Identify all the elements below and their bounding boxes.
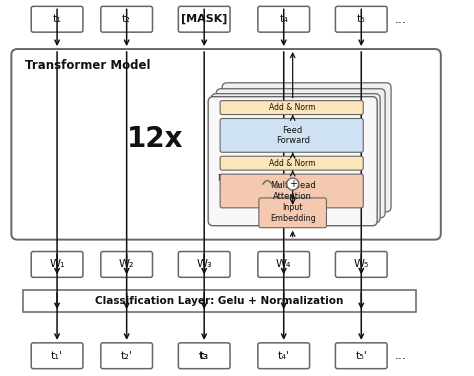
Text: t₅: t₅ [357, 14, 365, 24]
FancyBboxPatch shape [211, 94, 380, 223]
Text: Multi-Head
Attention: Multi-Head Attention [270, 181, 316, 201]
Bar [23, 290, 416, 312]
FancyBboxPatch shape [258, 343, 310, 368]
Text: [MASK]: [MASK] [181, 14, 228, 24]
Text: t₃: t₃ [199, 351, 209, 361]
FancyBboxPatch shape [220, 174, 363, 208]
FancyBboxPatch shape [258, 252, 310, 277]
Text: t₁: t₁ [53, 14, 62, 24]
Text: W₁: W₁ [49, 259, 65, 270]
FancyBboxPatch shape [216, 89, 385, 218]
FancyBboxPatch shape [336, 343, 387, 368]
Text: Positional
Encoding: Positional Encoding [218, 174, 261, 194]
Text: t₅': t₅' [356, 351, 367, 361]
Text: W₅: W₅ [354, 259, 369, 270]
FancyBboxPatch shape [101, 252, 153, 277]
FancyBboxPatch shape [178, 6, 230, 32]
Text: Classification Layer: Gelu + Normalization: Classification Layer: Gelu + Normalizati… [95, 296, 344, 306]
FancyBboxPatch shape [222, 83, 391, 212]
FancyBboxPatch shape [220, 118, 363, 152]
FancyBboxPatch shape [31, 252, 83, 277]
Text: +: + [289, 179, 297, 189]
Text: W₄: W₄ [276, 259, 292, 270]
FancyBboxPatch shape [258, 6, 310, 32]
Text: t₄': t₄' [278, 351, 290, 361]
Circle shape [287, 178, 299, 190]
FancyBboxPatch shape [178, 252, 230, 277]
FancyBboxPatch shape [336, 6, 387, 32]
FancyBboxPatch shape [31, 6, 83, 32]
Text: Input
Embedding: Input Embedding [270, 203, 316, 223]
FancyBboxPatch shape [220, 101, 363, 115]
FancyBboxPatch shape [259, 198, 327, 228]
FancyBboxPatch shape [336, 252, 387, 277]
Text: W₃: W₃ [196, 259, 212, 270]
Text: ...: ... [395, 13, 407, 26]
FancyBboxPatch shape [101, 6, 153, 32]
Text: ...: ... [395, 349, 407, 362]
FancyBboxPatch shape [220, 156, 363, 170]
Text: Add & Norm: Add & Norm [269, 103, 316, 112]
FancyBboxPatch shape [31, 343, 83, 368]
Text: t₂: t₂ [122, 14, 131, 24]
Text: Transformer Model: Transformer Model [25, 59, 151, 72]
Text: Feed
Forward: Feed Forward [276, 126, 310, 145]
Text: t₄: t₄ [279, 14, 288, 24]
Text: t₂': t₂' [121, 351, 133, 361]
Text: t₁': t₁' [51, 351, 63, 361]
FancyBboxPatch shape [11, 49, 441, 240]
Text: W₂: W₂ [119, 259, 135, 270]
Text: 12x: 12x [127, 125, 184, 153]
FancyBboxPatch shape [101, 343, 153, 368]
Text: Add & Norm: Add & Norm [269, 159, 316, 168]
FancyBboxPatch shape [208, 97, 377, 226]
FancyBboxPatch shape [178, 343, 230, 368]
